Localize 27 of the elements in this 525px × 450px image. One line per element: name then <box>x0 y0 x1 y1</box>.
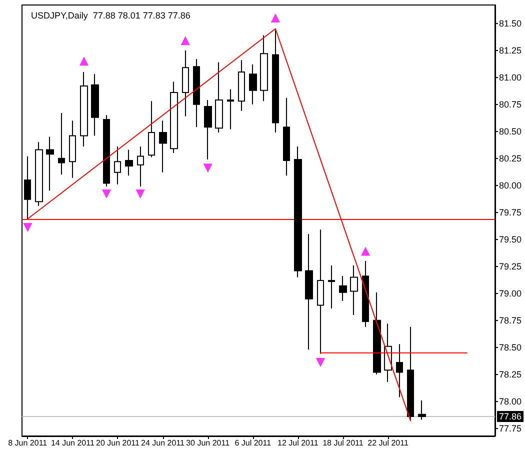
x-tick-label: 30 Jun 2011 <box>186 438 230 448</box>
y-tick-label: 78.00 <box>499 396 522 406</box>
y-tick-label: 81.50 <box>499 18 522 28</box>
x-tick-label: 24 Jun 2011 <box>141 438 186 448</box>
y-tick-label: 81.25 <box>499 45 522 56</box>
x-tick-label: 18 Jul 2011 <box>322 438 364 448</box>
ref-line-label: 77.86 <box>499 412 522 422</box>
x-tick-label: 22 Jul 2011 <box>368 438 409 448</box>
x-tick-label: 6 Jul 2011 <box>234 438 272 448</box>
y-tick-label: 80.00 <box>499 180 522 190</box>
x-tick-label: 20 Jun 2011 <box>96 438 140 448</box>
y-tick-label: 79.75 <box>499 207 522 218</box>
x-tick-label: 14 Jun 2011 <box>50 438 95 448</box>
y-tick-label: 79.00 <box>499 288 522 298</box>
y-tick-label: 81.00 <box>499 72 522 82</box>
y-tick-label: 79.50 <box>499 234 522 244</box>
y-tick-label: 78.25 <box>499 369 522 380</box>
y-tick-label: 80.75 <box>499 99 522 110</box>
x-tick-label: 8 Jun 2011 <box>8 438 48 448</box>
text: USDJPY,Daily 77.88 78.01 77.83 77.86 <box>31 10 190 20</box>
y-tick-label: 78.50 <box>499 342 522 352</box>
y-tick-label: 78.75 <box>499 315 522 326</box>
y-tick-label: 80.50 <box>499 126 522 136</box>
x-tick-label: 12 Jul 2011 <box>278 438 319 448</box>
y-tick-label: 79.25 <box>499 261 522 272</box>
y-tick-label: 80.25 <box>499 153 522 164</box>
y-tick-label: 77.75 <box>499 423 522 434</box>
